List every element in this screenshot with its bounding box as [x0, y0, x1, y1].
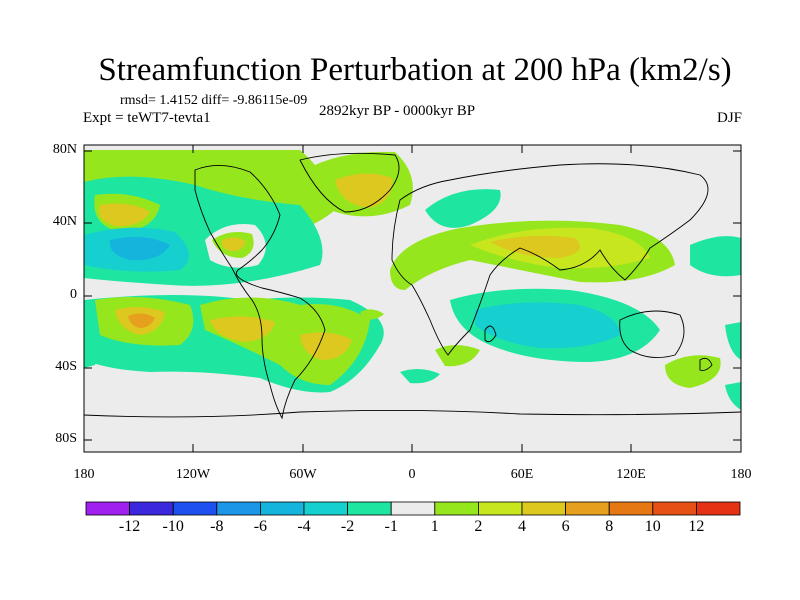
colorbar-label: -12	[118, 518, 141, 535]
colorbar-label: 2	[474, 518, 483, 535]
contour-region	[221, 237, 246, 252]
colorbar-label: -6	[253, 518, 268, 535]
contour-region	[300, 332, 352, 360]
x-tick-label: 60W	[289, 467, 317, 482]
x-tick-label: 0	[408, 467, 416, 482]
colorbar-swatch	[652, 501, 697, 516]
colorbar-swatch	[696, 501, 741, 516]
colorbar-label: 12	[688, 518, 705, 535]
y-tick-label: 80N	[52, 142, 77, 157]
y-tick-label: 0	[70, 287, 77, 302]
colorbar-label: -2	[340, 518, 355, 535]
colorbar	[85, 501, 741, 516]
x-tick-label: 60E	[510, 467, 534, 482]
contour-region	[84, 330, 97, 368]
colorbar-swatch	[521, 501, 566, 516]
contour-region	[335, 173, 393, 208]
colorbar-swatch	[608, 501, 654, 516]
contour-region	[475, 302, 620, 349]
contour-region	[725, 322, 741, 360]
x-tick-label: 120W	[175, 467, 211, 482]
contour-region	[400, 368, 440, 384]
coastlines	[84, 152, 741, 420]
contour-region	[99, 203, 150, 227]
colorbar-swatch	[434, 501, 479, 516]
stats-label: rmsd= 1.4152 diff= -9.86115e-09	[120, 93, 308, 108]
x-tick-label: 180	[730, 467, 752, 482]
x-tick-label: 180	[73, 467, 95, 482]
colorbar-swatch	[216, 501, 261, 516]
colorbar-label: 8	[605, 518, 614, 535]
contour-fields	[84, 150, 741, 420]
colorbar-swatch	[477, 501, 523, 516]
colorbar-label: 10	[644, 518, 661, 535]
contour-region	[490, 235, 580, 258]
y-tick-label: 80S	[55, 431, 77, 446]
colorbar-swatch	[565, 501, 610, 516]
contour-region	[725, 382, 741, 410]
y-tick-label: 40S	[55, 359, 77, 374]
contour-region	[360, 309, 384, 320]
colorbar-swatch	[259, 501, 305, 516]
contour-region	[109, 236, 170, 261]
colorbar-label: 1	[430, 518, 439, 535]
colorbar-swatch	[129, 501, 174, 516]
period-label: 2892kyr BP - 0000kyr BP	[319, 103, 476, 119]
contour-region	[665, 355, 721, 388]
colorbar-swatch	[347, 501, 392, 516]
colorbar-label: -10	[162, 518, 184, 535]
colorbar-swatch	[172, 501, 218, 516]
colorbar-label: 4	[518, 518, 526, 535]
experiment-label: Expt = teWT7-tevta1	[83, 110, 211, 126]
season-label: DJF	[716, 110, 742, 126]
contour-region	[690, 236, 741, 277]
y-tick-label: 40N	[52, 214, 77, 229]
colorbar-swatch	[390, 501, 436, 516]
x-tick-label: 120E	[616, 467, 646, 482]
colorbar-label: -8	[210, 518, 224, 535]
colorbar-label: 6	[561, 518, 570, 535]
contour-region	[128, 313, 155, 328]
colorbar-swatch	[85, 501, 130, 516]
colorbar-swatch	[303, 501, 348, 516]
contour-region	[210, 316, 275, 342]
axis-ticks	[84, 145, 741, 452]
chart-title: Streamfunction Perturbation at 200 hPa (…	[98, 52, 732, 88]
contour-region	[425, 189, 501, 228]
contour-region	[435, 345, 480, 367]
colorbar-label: -4	[297, 518, 311, 535]
colorbar-label: -1	[384, 518, 398, 535]
